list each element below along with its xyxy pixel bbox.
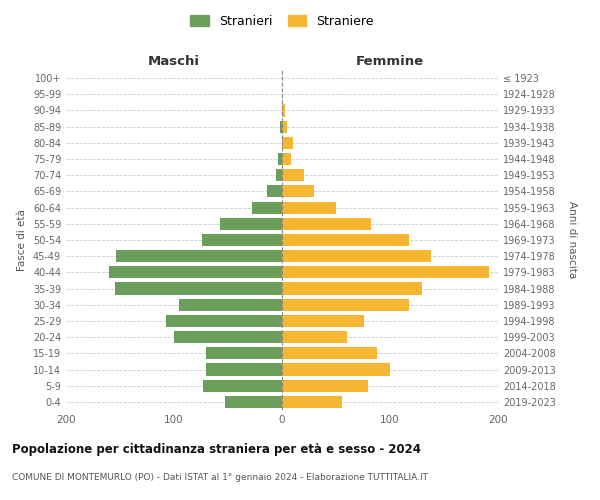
Bar (174, 331, 282, 343)
Bar (206, 364, 282, 376)
Bar (282, 282, 422, 294)
Bar (202, 234, 282, 246)
Bar (282, 266, 490, 278)
Bar (282, 104, 285, 117)
Bar (282, 202, 336, 213)
Bar (282, 250, 431, 262)
Bar (282, 364, 390, 376)
Bar (282, 186, 314, 198)
Bar (282, 120, 287, 132)
Bar (280, 120, 282, 132)
Bar (282, 396, 343, 408)
Bar (282, 298, 409, 311)
Bar (109, 266, 282, 278)
Bar (282, 380, 368, 392)
Bar (282, 348, 377, 360)
Text: Femmine: Femmine (356, 54, 424, 68)
Bar (267, 186, 282, 198)
Bar (282, 218, 371, 230)
Bar (116, 250, 282, 262)
Bar (203, 380, 282, 392)
Bar (282, 331, 347, 343)
Y-axis label: Fasce di età: Fasce di età (17, 209, 27, 271)
Bar (115, 282, 282, 294)
Legend: Stranieri, Straniere: Stranieri, Straniere (187, 11, 377, 32)
Bar (252, 202, 282, 213)
Text: COMUNE DI MONTEMURLO (PO) - Dati ISTAT al 1° gennaio 2024 - Elaborazione TUTTITA: COMUNE DI MONTEMURLO (PO) - Dati ISTAT a… (12, 472, 428, 482)
Bar (282, 169, 304, 181)
Bar (225, 396, 282, 408)
Bar (282, 234, 409, 246)
Text: Popolazione per cittadinanza straniera per età e sesso - 2024: Popolazione per cittadinanza straniera p… (12, 442, 421, 456)
Bar (220, 218, 282, 230)
Bar (282, 137, 293, 149)
Bar (179, 298, 282, 311)
Bar (206, 348, 282, 360)
Bar (278, 153, 282, 165)
Y-axis label: Anni di nascita: Anni di nascita (567, 202, 577, 278)
Bar (282, 153, 290, 165)
Bar (282, 315, 364, 327)
Text: Maschi: Maschi (148, 54, 200, 68)
Bar (166, 315, 282, 327)
Bar (275, 169, 282, 181)
